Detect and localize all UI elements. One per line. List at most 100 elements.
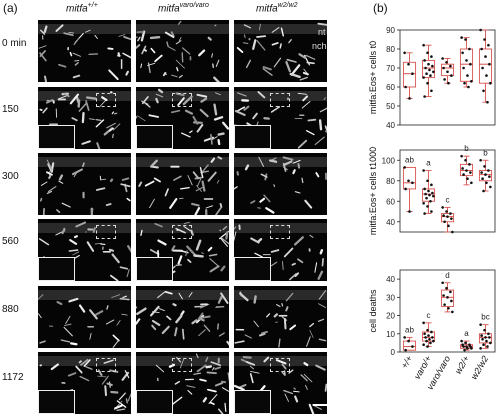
data-point <box>446 296 449 299</box>
plot-frame <box>399 149 496 233</box>
micrograph-r3-c1 <box>136 219 229 281</box>
y-tick-label: 0 <box>391 348 396 357</box>
box <box>440 213 455 223</box>
plot-frame <box>399 269 496 353</box>
data-point <box>422 169 425 172</box>
data-point <box>404 348 407 352</box>
data-point <box>426 205 429 208</box>
box <box>402 61 417 88</box>
data-point <box>423 212 426 215</box>
data-point <box>403 166 406 169</box>
data-point <box>482 189 485 193</box>
data-point <box>403 336 406 339</box>
data-point <box>485 181 488 185</box>
box <box>440 63 455 77</box>
box <box>459 48 474 82</box>
box <box>402 340 417 351</box>
inset-zoom <box>38 390 76 414</box>
zoom-region-box <box>96 358 116 372</box>
row-label-0: 0 min <box>2 38 27 49</box>
significance-letter: d <box>445 271 449 280</box>
data-point <box>408 97 411 100</box>
y-tick-label: 40 <box>386 275 395 284</box>
data-point <box>462 173 465 176</box>
data-point <box>432 339 435 343</box>
data-point <box>425 339 428 343</box>
data-point <box>445 210 448 213</box>
data-point <box>481 177 484 180</box>
data-point <box>480 171 483 174</box>
data-point <box>422 202 425 205</box>
box <box>421 59 436 78</box>
data-point <box>462 66 465 70</box>
data-point <box>426 328 429 332</box>
data-point <box>407 339 410 343</box>
data-point <box>429 74 432 77</box>
data-point <box>463 348 466 352</box>
data-point <box>411 345 414 348</box>
data-point <box>425 72 428 75</box>
micrograph-r1-c1 <box>136 87 229 149</box>
data-point <box>480 47 483 51</box>
micrograph-r1-c0 <box>38 87 131 149</box>
inset-zoom <box>234 390 272 414</box>
data-point <box>430 210 433 213</box>
y-axis-label: mitfa:Eos+ cells t0 <box>368 41 378 114</box>
data-point <box>442 294 445 297</box>
data-point <box>432 194 435 198</box>
data-point <box>423 332 426 336</box>
data-point <box>463 81 466 85</box>
x-tick-label: +/+ <box>399 354 414 370</box>
data-point <box>428 68 431 72</box>
data-point <box>449 212 452 215</box>
significance-letter: c <box>427 311 431 320</box>
micrograph-r4-c0 <box>38 286 131 348</box>
inset-zoom <box>136 390 174 414</box>
data-point <box>479 158 482 162</box>
data-point <box>441 57 444 60</box>
data-point <box>431 191 434 195</box>
data-point <box>450 299 453 303</box>
data-point <box>488 62 491 66</box>
inset-zoom <box>136 257 174 281</box>
data-point <box>407 62 410 66</box>
data-point <box>441 281 444 285</box>
micrograph-r2-c1 <box>136 153 229 215</box>
zoom-region-box <box>96 225 116 239</box>
data-point <box>483 165 486 168</box>
data-point <box>442 214 445 217</box>
data-point <box>426 179 429 183</box>
data-point <box>445 286 448 290</box>
y-tick-label: 50 <box>386 102 395 111</box>
data-point <box>446 70 449 74</box>
scale-bar <box>313 404 329 406</box>
data-point <box>449 64 452 68</box>
significance-letter: ab <box>405 155 414 164</box>
zoom-region-box <box>270 225 290 239</box>
data-point <box>487 169 490 172</box>
data-point <box>428 337 431 341</box>
x-tick-label: varo/varo <box>425 354 452 392</box>
data-point <box>460 339 463 343</box>
y-tick-label: 60 <box>386 197 395 206</box>
data-point <box>427 334 430 337</box>
y-tick-label: 60 <box>386 83 395 92</box>
y-tick-label: 70 <box>386 64 395 73</box>
annotation-nt: nt <box>318 27 326 37</box>
data-point <box>424 192 427 196</box>
y-axis-label: mitfa:Eos+ cells t1000 <box>368 147 378 235</box>
data-point <box>479 347 482 350</box>
data-point <box>443 303 446 306</box>
y-tick-label: 80 <box>386 45 395 54</box>
significance-letter: b <box>464 144 469 153</box>
row-label-4: 880 <box>2 304 19 315</box>
data-point <box>424 336 427 339</box>
data-point <box>464 158 467 162</box>
data-point <box>461 343 464 347</box>
data-point <box>427 62 430 66</box>
data-point <box>447 224 450 228</box>
data-point <box>482 89 485 93</box>
micrograph-r1-c2 <box>234 87 327 149</box>
data-point <box>426 81 429 85</box>
data-point <box>461 51 464 55</box>
